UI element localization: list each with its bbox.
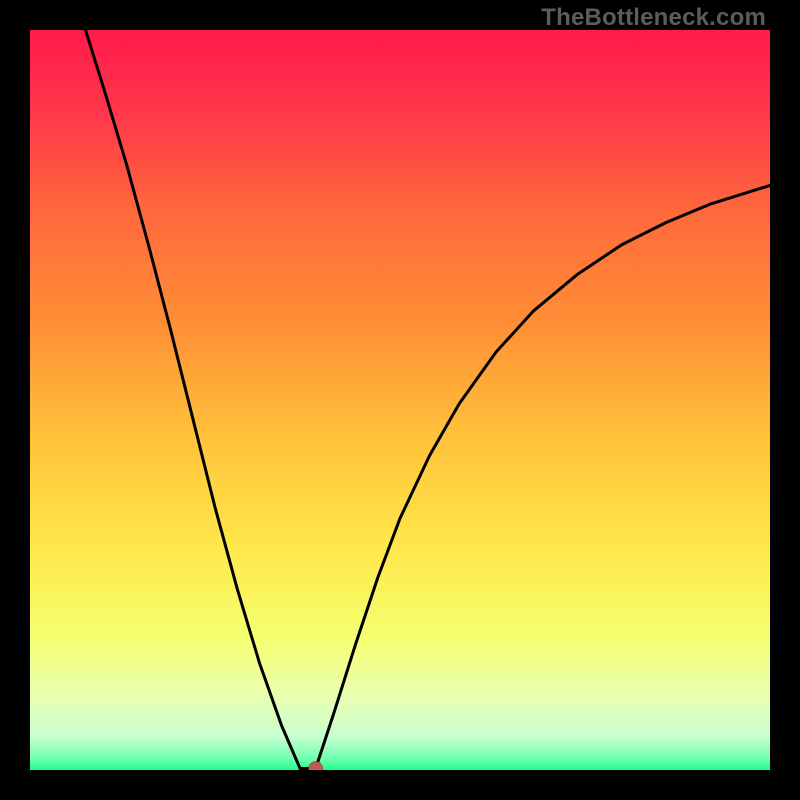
watermark-text: TheBottleneck.com — [541, 4, 766, 32]
plot-area — [30, 30, 770, 770]
plot-svg — [30, 30, 770, 770]
gradient-background — [30, 30, 770, 770]
figure-frame: TheBottleneck.com — [0, 0, 800, 800]
